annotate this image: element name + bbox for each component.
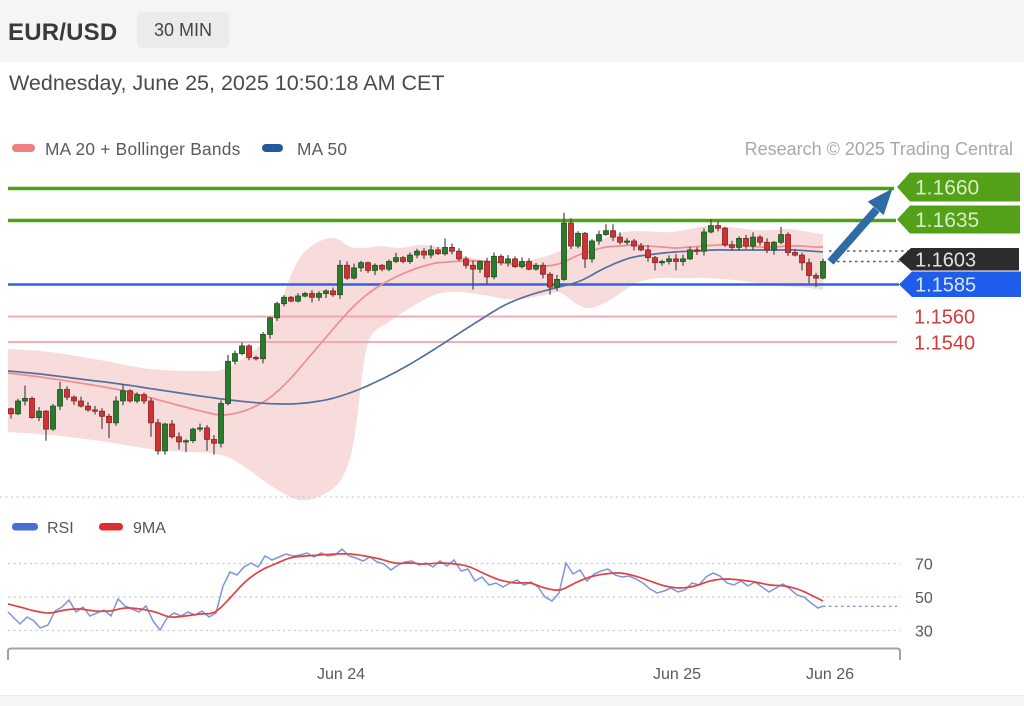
svg-text:Jun 25: Jun 25: [653, 666, 701, 683]
svg-text:50: 50: [915, 590, 933, 607]
svg-text:30: 30: [915, 624, 933, 641]
svg-text:Jun 24: Jun 24: [317, 666, 365, 683]
svg-text:1.1585: 1.1585: [915, 274, 976, 296]
svg-text:RSI: RSI: [47, 520, 74, 537]
svg-text:Jun 26: Jun 26: [806, 666, 854, 683]
svg-text:9MA: 9MA: [133, 520, 166, 537]
svg-text:70: 70: [915, 557, 933, 574]
svg-text:1.1540: 1.1540: [914, 333, 975, 355]
svg-text:1.1603: 1.1603: [915, 249, 976, 271]
svg-text:1.1560: 1.1560: [914, 307, 975, 329]
svg-text:1.1660: 1.1660: [915, 177, 979, 200]
svg-text:1.1635: 1.1635: [915, 209, 979, 232]
